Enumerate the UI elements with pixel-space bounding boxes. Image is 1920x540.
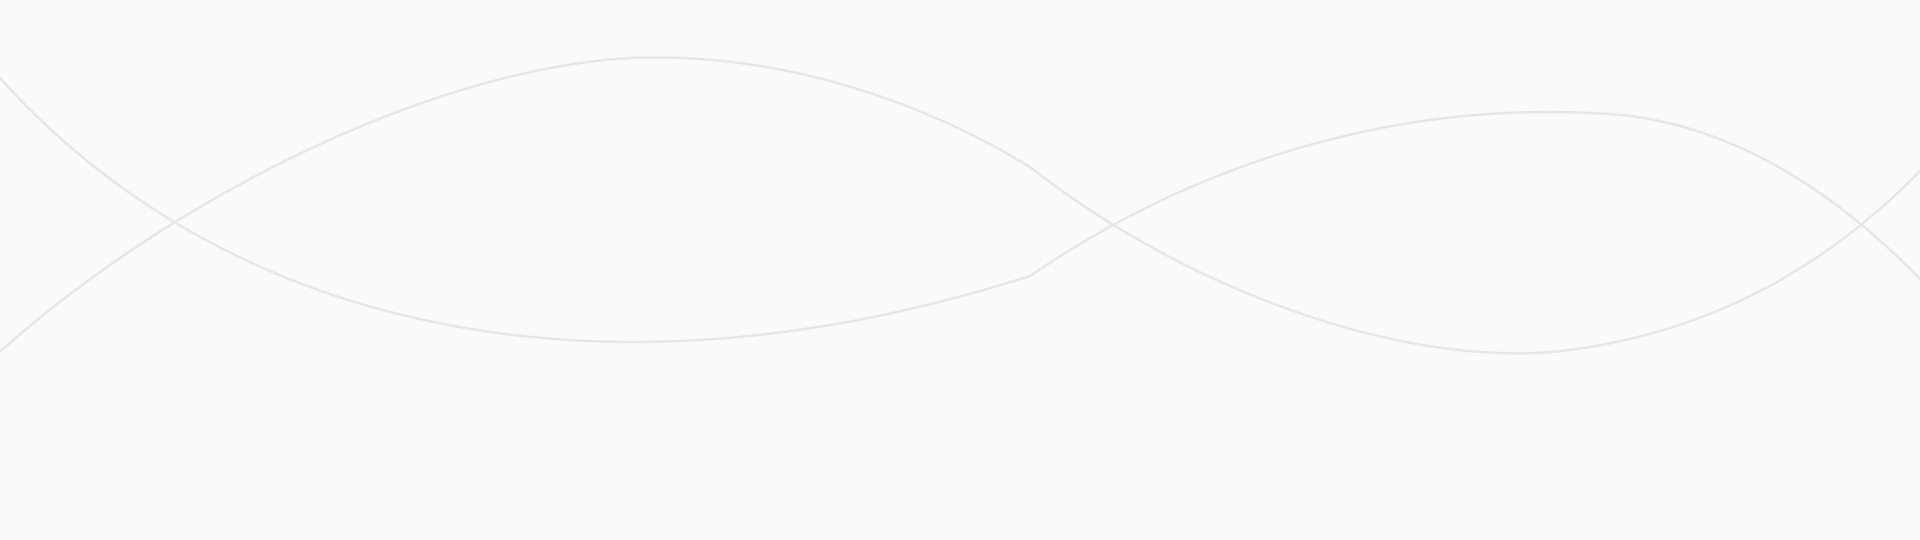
wave-line-2	[0, 56, 1920, 355]
wave-line-1	[0, 76, 1920, 344]
